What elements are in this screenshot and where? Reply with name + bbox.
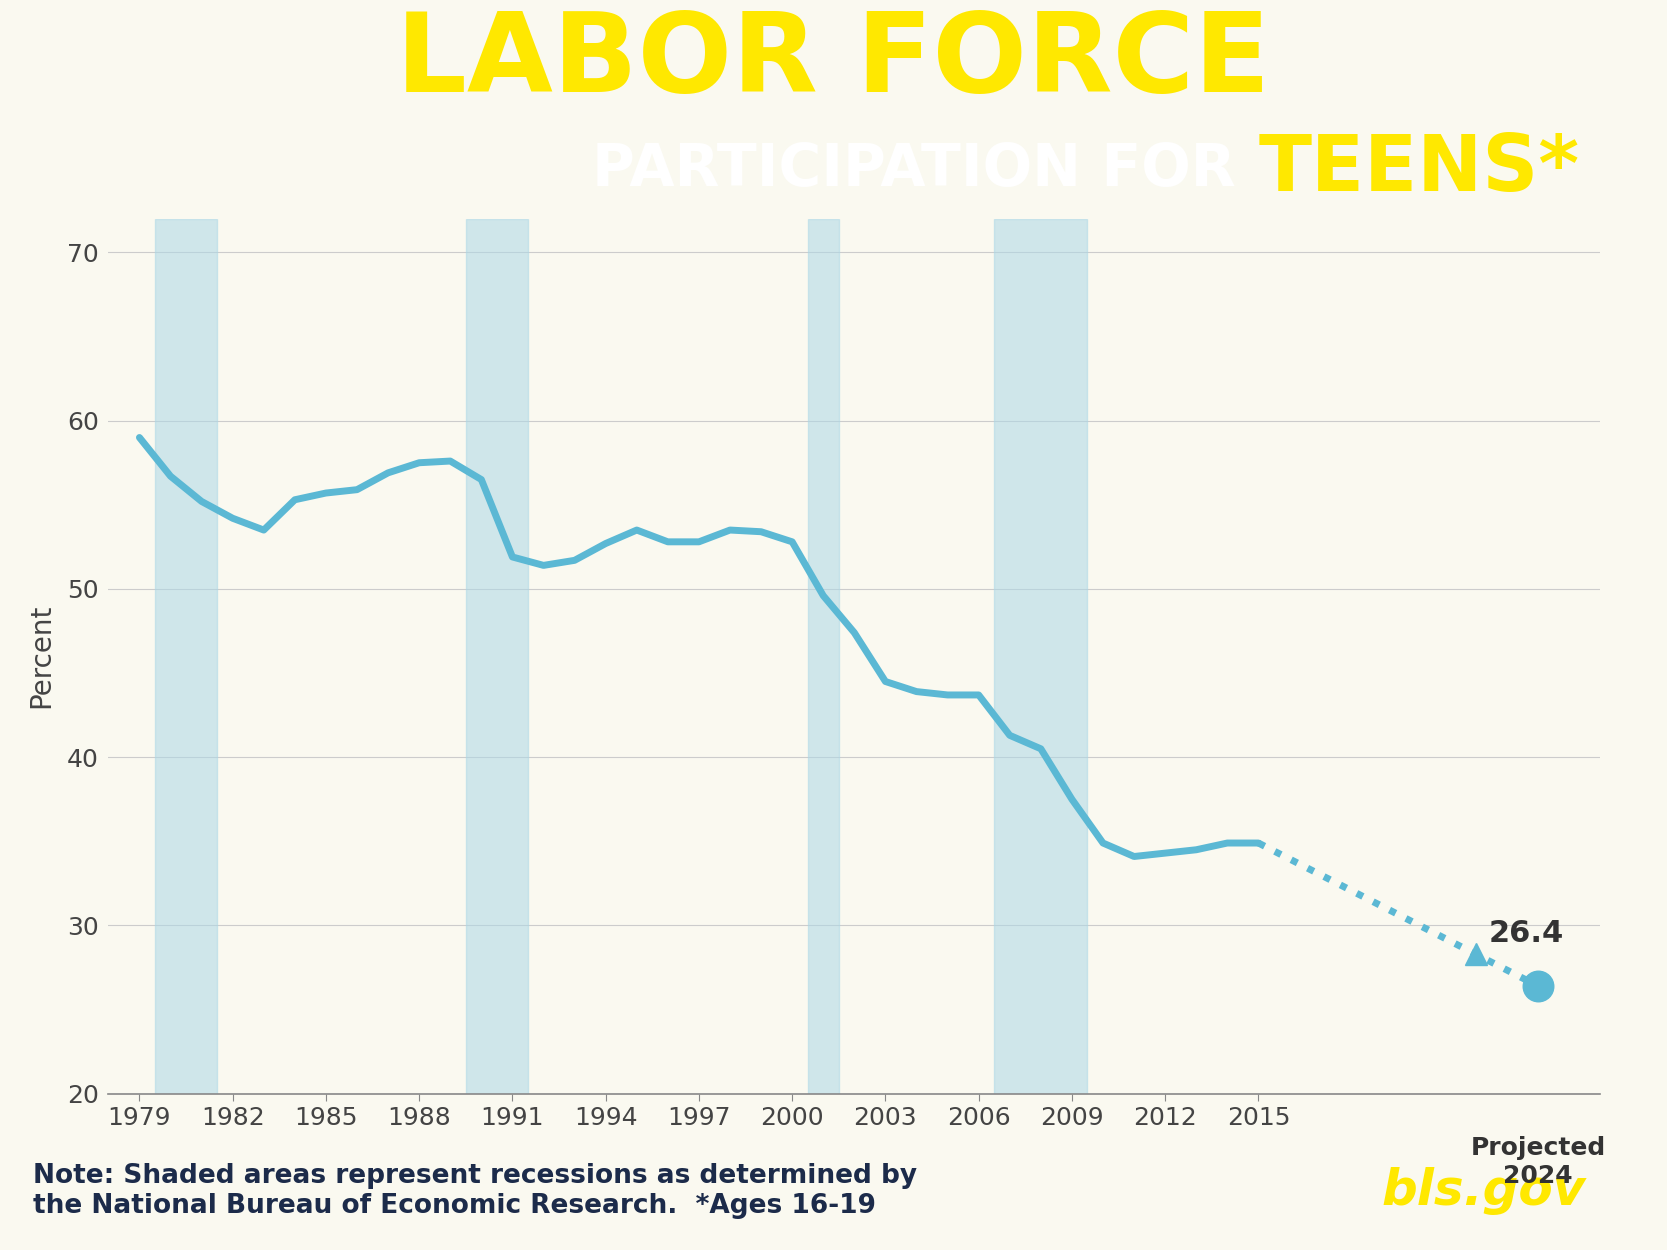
Bar (465, 219, 528, 1094)
Bar (994, 219, 1087, 1094)
Text: TEENS*: TEENS* (1259, 131, 1580, 208)
Text: bls.gov: bls.gov (1382, 1166, 1585, 1215)
Text: Projected
2024: Projected 2024 (1470, 1136, 1605, 1188)
Bar (808, 219, 839, 1094)
Y-axis label: Percent: Percent (28, 604, 55, 709)
Bar (155, 219, 217, 1094)
Text: Note: Shaded areas represent recessions as determined by
the National Bureau of : Note: Shaded areas represent recessions … (33, 1162, 917, 1219)
Text: PARTICIPATION FOR: PARTICIPATION FOR (592, 140, 1255, 198)
Text: 26.4: 26.4 (1489, 919, 1564, 948)
Text: LABOR FORCE: LABOR FORCE (397, 9, 1270, 115)
